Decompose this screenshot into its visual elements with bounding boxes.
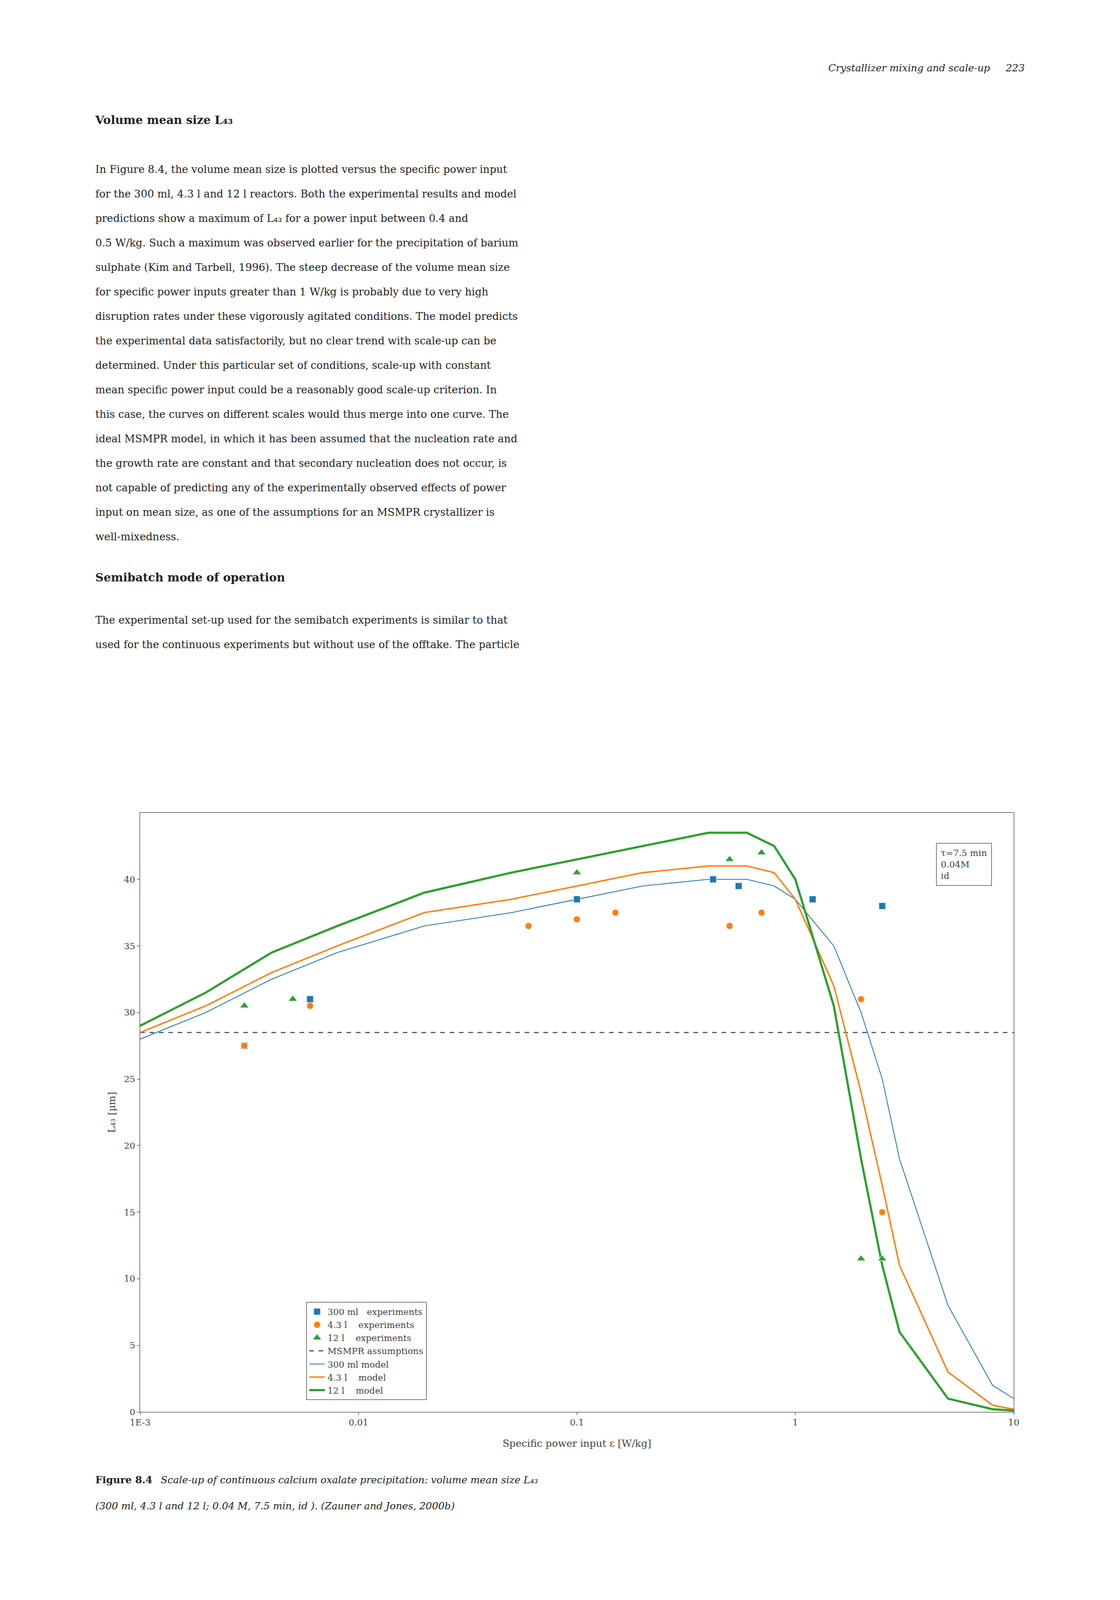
svg-text:25: 25 xyxy=(123,1073,136,1085)
svg-text:10: 10 xyxy=(1008,1416,1020,1428)
svg-text:0.1: 0.1 xyxy=(569,1416,584,1428)
svg-text:1: 1 xyxy=(792,1416,799,1428)
html-text:input on mean size, as one of: input on mean size, as one of the assump… xyxy=(95,505,495,519)
html-text:Figure 8.4: Figure 8.4 xyxy=(95,1473,153,1486)
html-text:Scale-up of continuous calcium: Scale-up of continuous calcium oxalate p… xyxy=(160,1473,539,1486)
svg-text:MSMPR assumptions: MSMPR assumptions xyxy=(327,1345,424,1356)
html-text:disruption rates under these v: disruption rates under these vigorously … xyxy=(95,309,518,323)
svg-text:1E-3: 1E-3 xyxy=(129,1416,151,1428)
svg-text:4.3 l model: 4.3 l model xyxy=(327,1372,387,1383)
svg-text:20: 20 xyxy=(123,1140,136,1151)
html-text:mean specific power input coul: mean specific power input could be a rea… xyxy=(95,383,497,396)
svg-text:300 ml model: 300 ml model xyxy=(327,1359,390,1370)
svg-text:4.3 l experiments: 4.3 l experiments xyxy=(327,1319,415,1330)
html-text:this case, the curves on diffe: this case, the curves on different scale… xyxy=(95,407,509,421)
svg-text:300 ml experiments: 300 ml experiments xyxy=(327,1306,423,1317)
html-text:Volume mean size L₄₃: Volume mean size L₄₃ xyxy=(95,113,233,127)
svg-text:12 l model: 12 l model xyxy=(327,1385,384,1396)
svg-text:12 l experiments: 12 l experiments xyxy=(327,1332,412,1343)
html-text:The experimental set-up used f: The experimental set-up used for the sem… xyxy=(95,613,508,627)
html-text:(300 ml, 4.3 l and 12 l; 0.04: (300 ml, 4.3 l and 12 l; 0.04 M, 7.5 min… xyxy=(95,1499,455,1512)
html-text:ideal MSMPR model, in which it: ideal MSMPR model, in which it has been … xyxy=(95,432,518,445)
html-text:used for the continuous experi: used for the continuous experiments but … xyxy=(95,638,520,651)
svg-text:τ=7.5 min0.04Mid: τ=7.5 min0.04Mid xyxy=(940,847,988,881)
html-text:predictions show a maximum of: predictions show a maximum of L₄₃ for a … xyxy=(95,212,469,225)
html-text:Semibatch mode of operation: Semibatch mode of operation xyxy=(95,570,286,584)
svg-text:15: 15 xyxy=(123,1206,136,1218)
svg-text:Specific power input ε [W/kg]: Specific power input ε [W/kg] xyxy=(502,1437,652,1449)
svg-text:0.01: 0.01 xyxy=(348,1416,369,1428)
html-text:well-mixedness.: well-mixedness. xyxy=(95,530,180,543)
html-text:for specific power inputs grea: for specific power inputs greater than 1… xyxy=(95,285,489,298)
html-text:for the 300 ml, 4.3 l and 12 l: for the 300 ml, 4.3 l and 12 l reactors.… xyxy=(95,187,517,201)
html-text:0.5 W/kg. Such a maximum was o: 0.5 W/kg. Such a maximum was observed ea… xyxy=(95,236,519,250)
html-text:the growth rate are constant a: the growth rate are constant and that se… xyxy=(95,456,507,470)
svg-text:L₄₃ [μm]: L₄₃ [μm] xyxy=(105,1091,118,1133)
svg-text:30: 30 xyxy=(123,1006,136,1018)
svg-text:35: 35 xyxy=(123,940,136,952)
html-text:Crystallizer mixing and scale-: Crystallizer mixing and scale-up 223 xyxy=(828,61,1025,74)
html-text:In Figure 8.4, the volume mean: In Figure 8.4, the volume mean size is p… xyxy=(95,163,508,176)
html-text:not capable of predicting any: not capable of predicting any of the exp… xyxy=(95,481,506,494)
html-text:the experimental data satisfac: the experimental data satisfactorily, bu… xyxy=(95,334,497,347)
svg-text:5: 5 xyxy=(129,1339,136,1351)
svg-text:40: 40 xyxy=(123,874,136,885)
html-text:determined. Under this particu: determined. Under this particular set of… xyxy=(95,358,491,372)
svg-text:10: 10 xyxy=(123,1273,136,1284)
html-text:sulphate (Kim and Tarbell, 199: sulphate (Kim and Tarbell, 1996). The st… xyxy=(95,260,510,274)
svg-text:0: 0 xyxy=(129,1406,136,1417)
